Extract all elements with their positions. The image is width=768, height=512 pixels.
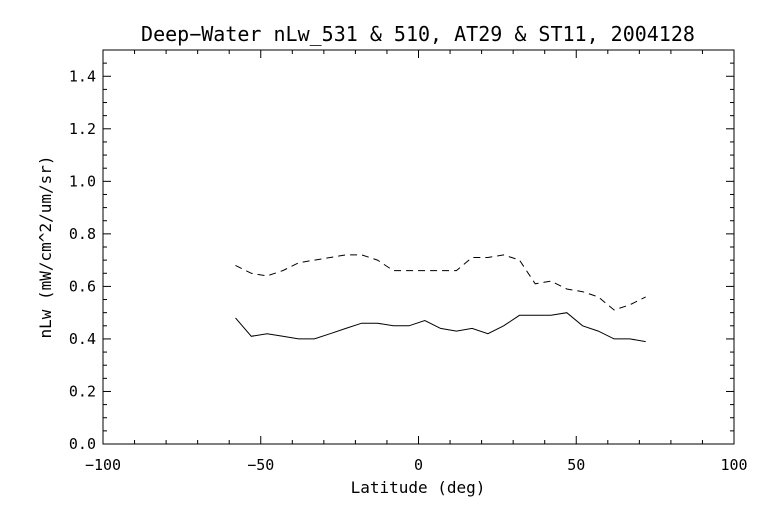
y-tick-label: 0.6 [69, 277, 96, 295]
y-axis-label: nLw (mW/cm^2/um/sr) [36, 155, 55, 338]
y-tick-label: 0.8 [69, 225, 96, 243]
y-tick-label: 0.2 [69, 382, 96, 400]
plot-frame [102, 49, 735, 445]
series-layer [235, 254, 646, 343]
x-tick-label: −100 [85, 456, 121, 474]
x-tick-label: 0 [414, 456, 423, 474]
y-tick-label: 1.2 [69, 120, 96, 138]
y-tick-label: 0.4 [69, 330, 96, 348]
solid-series-line [235, 312, 646, 343]
y-tick-label: 0.0 [69, 435, 96, 453]
y-tick-label: 1.4 [69, 67, 96, 85]
chart-title: Deep−Water nLw_531 & 510, AT29 & ST11, 2… [141, 22, 695, 46]
x-tick-label: 50 [567, 456, 585, 474]
x-tick-label: 100 [720, 456, 747, 474]
x-tick-label: −50 [247, 456, 274, 474]
y-tick-label: 1.0 [69, 172, 96, 190]
dashed-series-line [235, 254, 646, 311]
y-tick-labels: 0.0 0.2 0.4 0.6 0.8 1.0 1.2 1.4 [69, 67, 96, 453]
x-axis-label: Latitude (deg) [351, 478, 486, 497]
tick-marks [102, 49, 735, 445]
x-tick-labels: −100 −50 0 50 100 [85, 456, 748, 474]
